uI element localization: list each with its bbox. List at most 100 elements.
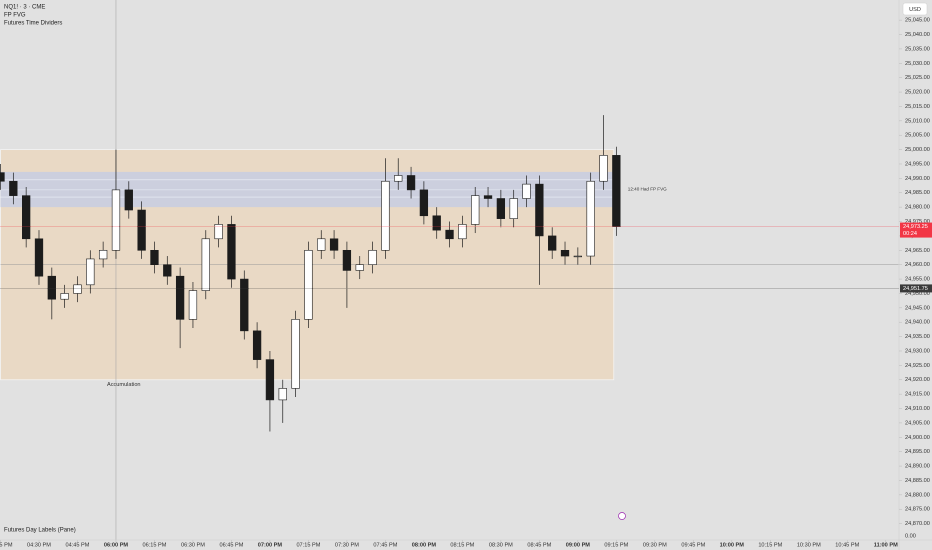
y-tick-label: 24,915.00 xyxy=(905,392,930,398)
x-tick-label: 06:30 PM xyxy=(181,542,205,548)
x-tick-label: 04:30 PM xyxy=(27,542,51,548)
y-tick-label: 24,890.00 xyxy=(905,464,930,470)
x-tick-label: 08:45 PM xyxy=(527,542,551,548)
y-tick-label: 24,960.00 xyxy=(905,262,930,268)
y-tick-label: 24,945.00 xyxy=(905,305,930,311)
candle-body xyxy=(201,238,210,291)
candle-body xyxy=(252,330,262,360)
candle-body xyxy=(34,238,44,277)
candle-body xyxy=(535,183,544,237)
x-tick-label: 08:15 PM xyxy=(450,542,474,548)
x-tick-label: 10:00 PM xyxy=(720,542,745,548)
y-tick-label: 25,020.00 xyxy=(905,90,930,96)
price-label-countdown: 00:24 xyxy=(903,231,917,237)
y-tick-label: 24,940.00 xyxy=(905,320,930,326)
currency-label[interactable]: USD xyxy=(909,7,921,13)
candle-body xyxy=(329,238,339,251)
candle-body xyxy=(0,172,5,182)
y-tick-label: 25,045.00 xyxy=(905,18,930,24)
candle-body xyxy=(150,249,159,265)
zone-label: Accumulation xyxy=(107,382,141,388)
candle-body xyxy=(342,249,352,271)
candle-body xyxy=(73,284,82,294)
candle-body xyxy=(9,180,18,196)
x-tick-label: 09:15 PM xyxy=(604,542,628,548)
y-tick-label: 24,920.00 xyxy=(905,377,930,383)
x-tick-label: 04:45 PM xyxy=(66,542,90,548)
y-tick-label: 24,935.00 xyxy=(905,334,930,340)
y-tick-label: 24,880.00 xyxy=(905,492,930,498)
candle-body xyxy=(483,195,493,199)
x-tick-label: 07:30 PM xyxy=(335,542,359,548)
indicator-label: Futures Time Dividers xyxy=(4,21,62,27)
x-tick-label: 10:30 PM xyxy=(797,542,821,548)
y-tick-label: 25,035.00 xyxy=(905,46,930,52)
y-tick-label: 24,975.00 xyxy=(905,219,930,225)
candle-body xyxy=(548,235,557,251)
y-tick-label: 25,015.00 xyxy=(905,104,930,110)
price-label: 24,973.25 xyxy=(903,224,928,230)
y-tick-label: 24,980.00 xyxy=(905,205,930,211)
y-tick-label: 24,885.00 xyxy=(905,478,930,484)
candle-body xyxy=(22,195,31,240)
x-tick-label: 04:15 PM xyxy=(0,542,13,548)
x-tick-label: 08:00 PM xyxy=(412,542,437,548)
candle-body xyxy=(355,264,364,271)
y-tick-label: 25,005.00 xyxy=(905,133,930,139)
y-tick-label: 24,995.00 xyxy=(905,161,930,167)
x-tick-label: 10:45 PM xyxy=(835,542,859,548)
candle-body xyxy=(612,155,621,227)
y-tick-label: 24,950.00 xyxy=(905,291,930,297)
y-tick-label: 25,000.00 xyxy=(905,147,930,153)
x-tick-label: 09:00 PM xyxy=(566,542,591,548)
x-tick-label: 09:30 PM xyxy=(643,542,667,548)
candle-body xyxy=(278,388,287,401)
candle-body xyxy=(60,293,69,300)
candle-body xyxy=(240,278,249,332)
candle-body xyxy=(265,359,275,401)
candle-body xyxy=(458,224,467,240)
x-tick-label: 08:30 PM xyxy=(489,542,513,548)
candle-body xyxy=(175,275,185,320)
fvg-label: 12:40 Had FP FVG xyxy=(628,187,667,192)
y-tick-label: 24,905.00 xyxy=(905,420,930,426)
candle-body xyxy=(47,275,56,300)
y-tick-label: 24,870.00 xyxy=(905,521,930,527)
candle-body xyxy=(304,249,313,320)
candle-body xyxy=(509,198,518,219)
candle-body xyxy=(368,249,377,265)
candle-body xyxy=(522,183,531,199)
y-tick-label: 25,025.00 xyxy=(905,75,930,81)
candle-body xyxy=(496,198,506,219)
x-tick-label: 10:15 PM xyxy=(758,542,782,548)
x-tick-label: 06:15 PM xyxy=(142,542,166,548)
candle-body xyxy=(124,189,133,211)
candle-body xyxy=(573,255,582,258)
currency-button[interactable] xyxy=(902,2,928,16)
candle-body xyxy=(471,195,480,225)
candle-body xyxy=(445,229,454,240)
candle-body xyxy=(586,180,595,257)
x-tick-label: 07:15 PM xyxy=(296,542,320,548)
x-tick-label: 06:00 PM xyxy=(104,542,129,548)
y-tick-label: 24,900.00 xyxy=(905,435,930,441)
candle-body xyxy=(111,189,121,251)
y-tick-label: 24,895.00 xyxy=(905,449,930,455)
event-icon[interactable] xyxy=(618,512,626,520)
y-tick-label: 25,040.00 xyxy=(905,32,930,38)
candle-body xyxy=(381,180,390,251)
pane-label: Futures Day Labels (Pane) xyxy=(4,528,76,534)
candle-body xyxy=(432,215,441,231)
y-tick-label: 24,875.00 xyxy=(905,507,930,513)
candle-body xyxy=(406,175,416,191)
axis-footer-label: 0.00 xyxy=(905,533,916,539)
x-tick-label: 07:00 PM xyxy=(258,542,283,548)
candle-body xyxy=(214,224,223,240)
x-tick-label: 06:45 PM xyxy=(219,542,243,548)
candle-body xyxy=(163,264,172,277)
candle-body xyxy=(560,249,570,257)
candle-body xyxy=(419,189,429,217)
y-tick-label: 24,955.00 xyxy=(905,277,930,283)
candle-body xyxy=(188,290,198,320)
y-tick-label: 24,990.00 xyxy=(905,176,930,182)
